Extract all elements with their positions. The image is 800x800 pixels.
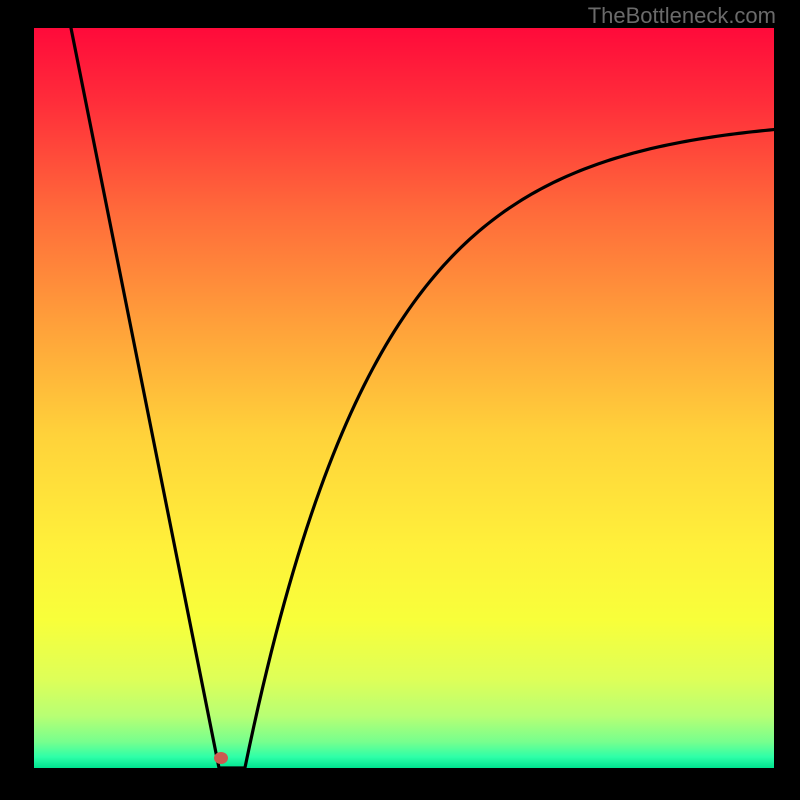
watermark-text: TheBottleneck.com <box>588 3 776 29</box>
chart-stage: TheBottleneck.com <box>0 0 800 800</box>
plot-frame <box>34 28 774 768</box>
bottleneck-curve <box>34 28 774 768</box>
